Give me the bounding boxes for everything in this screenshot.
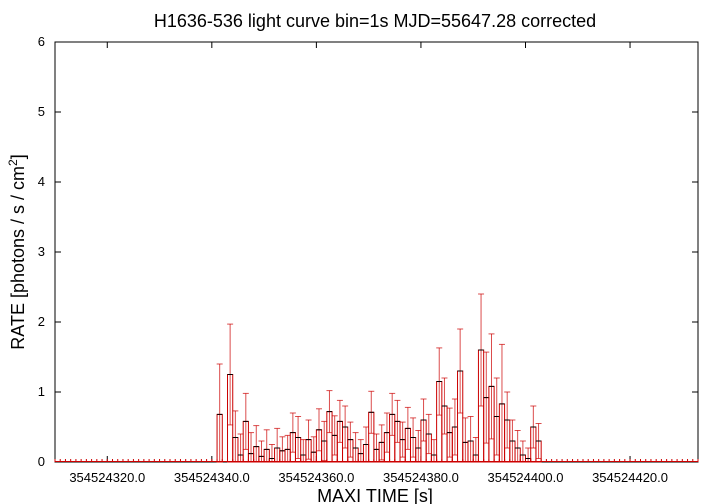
plot-frame [54, 41, 699, 463]
data-point [336, 399, 344, 463]
x-tick-label: 354524340.0 [174, 470, 250, 485]
data-point [253, 425, 260, 463]
data-point [216, 363, 223, 463]
data-point [514, 430, 521, 463]
data-point [498, 343, 506, 463]
data-point [399, 421, 406, 463]
data-point [310, 436, 317, 463]
data-point [362, 426, 370, 463]
data-point [326, 390, 333, 463]
data-point [519, 440, 526, 463]
x-tick-label: 354524420.0 [592, 470, 668, 485]
data-point [347, 421, 354, 463]
data-point [321, 420, 328, 463]
data-point [425, 413, 432, 463]
data-point [274, 427, 281, 463]
data-point [373, 433, 380, 463]
data-point [237, 433, 244, 463]
data-point [467, 416, 474, 463]
data-point [483, 351, 490, 463]
data-point [263, 429, 270, 463]
data-point [352, 432, 359, 463]
y-tick-label: 6 [38, 34, 45, 49]
data-point [535, 423, 542, 463]
data-point [457, 328, 464, 463]
data-point [404, 406, 411, 463]
data-point [451, 398, 459, 463]
data-point [462, 417, 469, 463]
data-point [342, 405, 349, 463]
data-point [394, 399, 401, 463]
data-point [409, 417, 417, 463]
data-point [477, 293, 485, 463]
data-point [315, 408, 323, 463]
data-point [446, 407, 453, 463]
data-point [504, 391, 511, 463]
data-point [488, 333, 495, 463]
data-point [368, 390, 375, 463]
data-point [242, 392, 249, 463]
data-series [216, 293, 542, 463]
y-tick-label: 1 [38, 384, 45, 399]
data-point [268, 444, 276, 463]
data-point [232, 410, 239, 463]
data-point [493, 377, 500, 463]
data-point [430, 439, 438, 463]
y-axis: 0 1 2 3 4 5 6 [38, 34, 698, 469]
y-tick-label: 4 [38, 174, 45, 189]
y-axis-label-end: ] [8, 154, 28, 159]
data-point [305, 419, 312, 463]
data-point [436, 347, 443, 463]
data-point [389, 392, 396, 463]
data-point [258, 440, 265, 463]
x-tick-label: 354524400.0 [488, 470, 564, 485]
data-point [279, 436, 286, 463]
y-tick-label: 2 [38, 314, 45, 329]
data-point [509, 419, 516, 463]
y-axis-label-sup: 2 [6, 159, 20, 166]
data-point [524, 447, 532, 463]
chart-title: H1636-536 light curve bin=1s MJD=55647.2… [154, 11, 596, 31]
y-axis-label-main: RATE [photons / s / cm [8, 166, 28, 350]
data-point [289, 412, 296, 463]
data-point [247, 432, 255, 463]
data-point [530, 405, 537, 463]
data-point [415, 430, 422, 463]
data-point [357, 439, 364, 463]
y-tick-label: 0 [38, 454, 45, 469]
data-point [284, 434, 291, 463]
data-point [441, 377, 448, 463]
y-tick-label: 3 [38, 244, 45, 259]
data-point [300, 439, 307, 463]
x-tick-label: 354524360.0 [278, 470, 354, 485]
x-axis: 354524320.0 354524340.0 354524360.0 3545243… [69, 42, 668, 485]
data-point [420, 398, 427, 463]
x-tick-label: 354524380.0 [383, 470, 459, 485]
x-tick-label: 354524320.0 [69, 470, 145, 485]
data-point [383, 412, 391, 463]
data-point [472, 437, 479, 463]
data-point [331, 415, 338, 463]
data-point [378, 424, 385, 463]
y-tick-label: 5 [38, 104, 45, 119]
y-axis-label: RATE [photons / s / cm2] [6, 154, 28, 349]
x-axis-label: MAXI TIME [s] [317, 486, 433, 504]
data-point [227, 323, 234, 463]
data-point [294, 416, 302, 463]
